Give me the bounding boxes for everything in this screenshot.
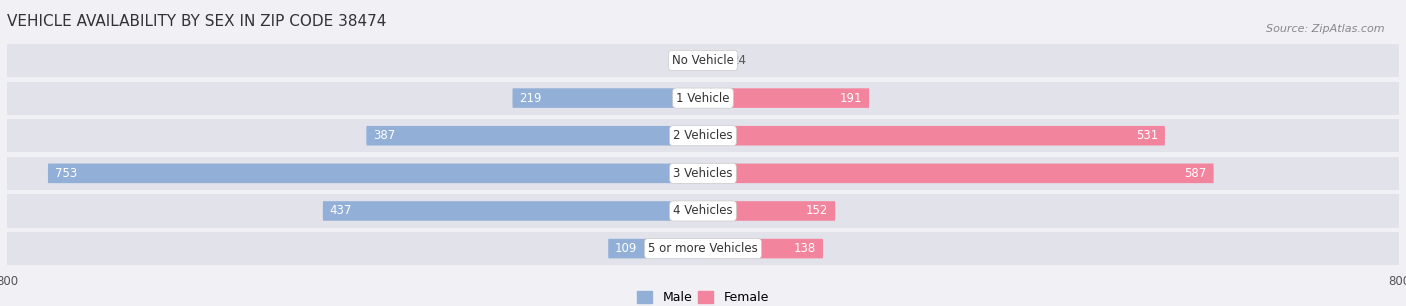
Legend: Male, Female: Male, Female xyxy=(637,291,769,304)
FancyBboxPatch shape xyxy=(609,239,703,258)
FancyBboxPatch shape xyxy=(703,51,724,70)
Text: 3 Vehicles: 3 Vehicles xyxy=(673,167,733,180)
Text: 24: 24 xyxy=(731,54,745,67)
Bar xyxy=(7,81,1399,115)
Bar xyxy=(7,119,1399,152)
FancyBboxPatch shape xyxy=(703,88,869,108)
FancyBboxPatch shape xyxy=(367,126,703,145)
FancyBboxPatch shape xyxy=(703,164,1213,183)
Text: 1 Vehicle: 1 Vehicle xyxy=(676,91,730,105)
FancyBboxPatch shape xyxy=(512,88,703,108)
FancyBboxPatch shape xyxy=(703,239,823,258)
FancyBboxPatch shape xyxy=(323,201,703,221)
Bar xyxy=(7,157,1399,190)
Text: VEHICLE AVAILABILITY BY SEX IN ZIP CODE 38474: VEHICLE AVAILABILITY BY SEX IN ZIP CODE … xyxy=(7,14,387,29)
Text: 437: 437 xyxy=(330,204,352,218)
Text: 753: 753 xyxy=(55,167,77,180)
Text: 587: 587 xyxy=(1184,167,1206,180)
Text: 0: 0 xyxy=(689,54,696,67)
Text: 387: 387 xyxy=(373,129,395,142)
Text: Source: ZipAtlas.com: Source: ZipAtlas.com xyxy=(1267,24,1385,35)
Text: 531: 531 xyxy=(1136,129,1159,142)
Bar xyxy=(7,194,1399,228)
Text: 2 Vehicles: 2 Vehicles xyxy=(673,129,733,142)
Text: 191: 191 xyxy=(839,91,862,105)
Text: No Vehicle: No Vehicle xyxy=(672,54,734,67)
Bar xyxy=(7,44,1399,77)
FancyBboxPatch shape xyxy=(48,164,703,183)
Text: 152: 152 xyxy=(806,204,828,218)
FancyBboxPatch shape xyxy=(703,126,1166,145)
Text: 138: 138 xyxy=(794,242,815,255)
Bar xyxy=(7,232,1399,265)
Text: 5 or more Vehicles: 5 or more Vehicles xyxy=(648,242,758,255)
Text: 109: 109 xyxy=(616,242,637,255)
Text: 4 Vehicles: 4 Vehicles xyxy=(673,204,733,218)
FancyBboxPatch shape xyxy=(703,201,835,221)
Text: 219: 219 xyxy=(519,91,541,105)
